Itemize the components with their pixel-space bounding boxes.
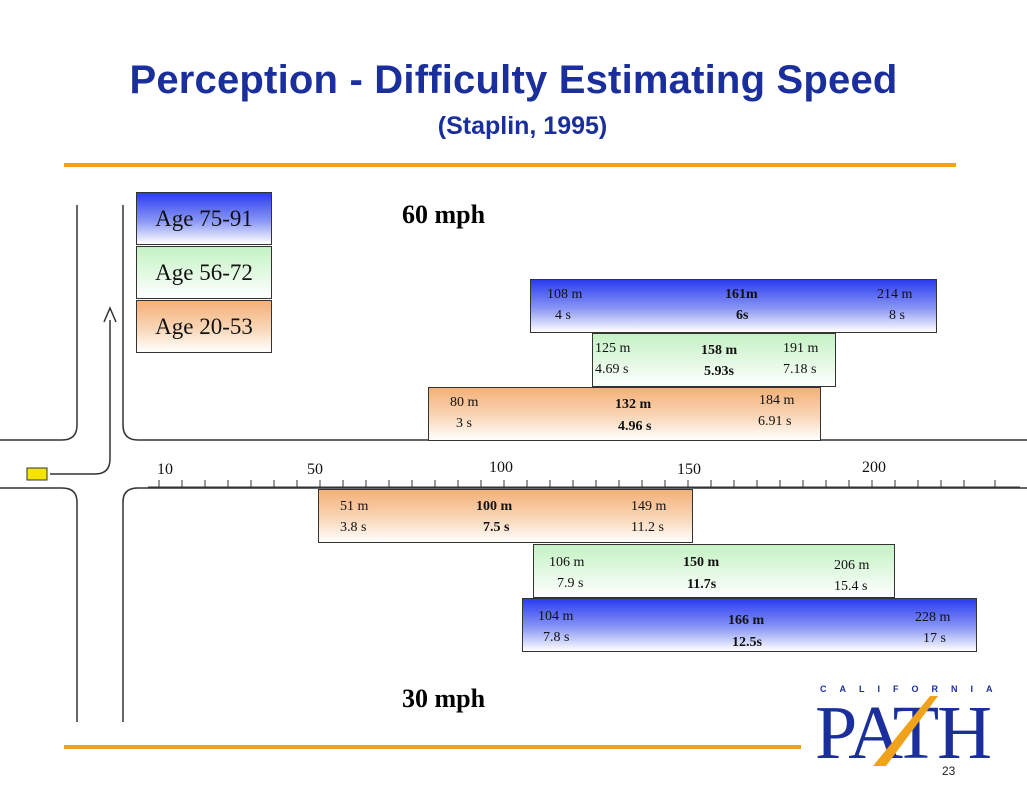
bar-mean-time: 7.5 s	[483, 520, 510, 535]
bar-min-distance: 80 m	[450, 395, 479, 410]
legend-age-56-72: Age 56-72	[136, 246, 272, 299]
road-edge-lower-right	[122, 487, 1027, 722]
bar-max-time: 6.91 s	[758, 414, 792, 429]
bar-min-time: 4 s	[555, 308, 571, 323]
bottom-divider	[64, 745, 801, 749]
bar-min-distance: 106 m	[549, 555, 585, 570]
bar-mean-distance: 150 m	[683, 555, 720, 570]
bar-30-age-56-72: 106 m 7.9 s 150 m 11.7s 206 m 15.4 s	[533, 544, 895, 598]
axis-ticks	[158, 480, 996, 488]
bar-mean-distance: 100 m	[476, 499, 513, 514]
road-edge-upper-left	[0, 205, 78, 441]
bar-min-time: 4.69 s	[595, 362, 629, 377]
bar-mean-distance: 158 m	[701, 343, 738, 358]
tick-label-100: 100	[489, 459, 513, 476]
bar-max-time: 7.18 s	[783, 362, 817, 377]
page-number: 23	[942, 764, 956, 778]
bar-30-age-20-53: 51 m 3.8 s 100 m 7.5 s 149 m 11.2 s	[318, 489, 693, 543]
bar-min-time: 3 s	[456, 416, 472, 431]
tick-label-150: 150	[677, 461, 701, 478]
bar-mean-distance: 161m	[725, 287, 758, 302]
bar-max-time: 8 s	[889, 308, 905, 323]
legend-age-20-53: Age 20-53	[136, 300, 272, 353]
bar-60-age-56-72: 125 m 4.69 s 158 m 5.93s 191 m 7.18 s	[592, 333, 836, 387]
bar-min-distance: 104 m	[538, 609, 574, 624]
bar-min-time: 7.9 s	[557, 576, 584, 591]
turn-arrow-head	[103, 306, 117, 323]
tick-label-10: 10	[157, 461, 173, 478]
speed-label-60: 60 mph	[402, 200, 486, 229]
bar-max-distance: 206 m	[834, 558, 870, 573]
vehicle-icon	[26, 467, 48, 481]
bar-min-distance: 51 m	[340, 499, 369, 514]
bar-60-age-75-91: 108 m 4 s 161m 6s 214 m 8 s	[530, 279, 937, 333]
bar-mean-distance: 132 m	[615, 397, 652, 412]
bar-30-age-75-91: 104 m 7.8 s 166 m 12.5s 228 m 17 s	[522, 598, 977, 652]
bar-min-distance: 108 m	[547, 287, 583, 302]
logo-swoosh-icon	[873, 696, 938, 766]
bar-min-time: 7.8 s	[543, 630, 570, 645]
bar-60-age-20-53: 80 m 3 s 132 m 4.96 s 184 m 6.91 s	[428, 387, 821, 441]
bar-mean-time: 12.5s	[732, 635, 762, 650]
bar-max-time: 15.4 s	[834, 579, 868, 594]
legend-age-75-91: Age 75-91	[136, 192, 272, 245]
bar-min-time: 3.8 s	[340, 520, 367, 535]
speed-label-30: 30 mph	[402, 684, 486, 713]
bar-mean-time: 11.7s	[687, 577, 717, 592]
tick-label-200: 200	[862, 459, 886, 476]
road-edge-upper-right	[122, 205, 1027, 441]
bar-max-distance: 191 m	[783, 341, 819, 356]
slide-subtitle: (Staplin, 1995)	[437, 112, 608, 140]
bar-max-distance: 228 m	[915, 610, 951, 625]
bar-max-distance: 184 m	[759, 393, 795, 408]
bar-mean-time: 5.93s	[704, 364, 734, 379]
bar-min-distance: 125 m	[595, 341, 631, 356]
tick-label-50: 50	[307, 461, 323, 478]
top-divider	[64, 163, 956, 167]
bar-max-distance: 214 m	[877, 287, 913, 302]
bar-max-distance: 149 m	[631, 499, 667, 514]
logo-caption: CALIFORNIA	[820, 684, 1006, 694]
turn-path-line	[50, 320, 111, 475]
bar-max-time: 17 s	[923, 631, 946, 646]
bar-max-time: 11.2 s	[631, 520, 664, 535]
slide-title: Perception - Difficulty Estimating Speed	[129, 58, 898, 102]
road-edge-lower-left	[0, 487, 78, 722]
bar-mean-distance: 166 m	[728, 613, 765, 628]
bar-mean-time: 4.96 s	[618, 419, 652, 434]
bar-mean-time: 6s	[736, 308, 749, 323]
